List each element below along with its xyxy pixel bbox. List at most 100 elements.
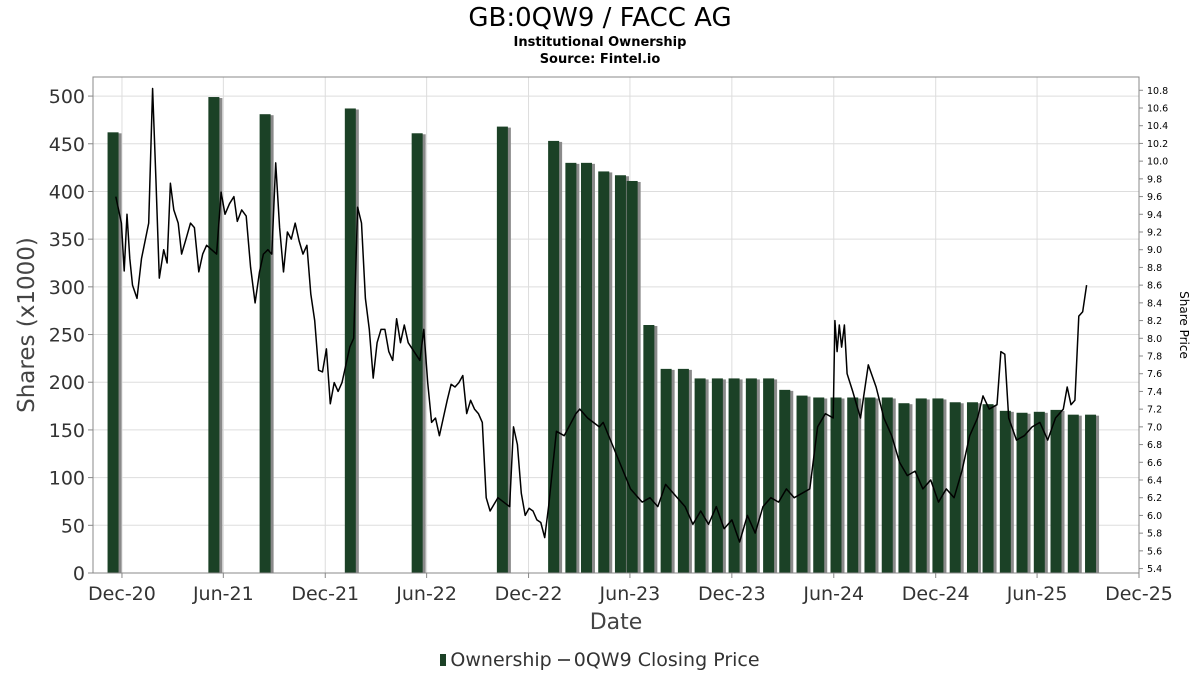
x-tick-label: Dec-23 — [698, 583, 766, 605]
y2-tick-label: 5.4 — [1147, 564, 1162, 575]
legend-swatch-ownership — [440, 653, 447, 666]
y2-tick-label: 10.2 — [1147, 139, 1168, 150]
ownership-bar — [1050, 409, 1062, 573]
ownership-bar — [626, 180, 638, 573]
y2-tick-label: 9.4 — [1147, 210, 1162, 221]
y2-tick-label: 7.0 — [1147, 422, 1162, 433]
y2-tick-label: 6.6 — [1147, 458, 1162, 469]
ownership-bar — [548, 140, 560, 573]
x-tick-label: Jun-21 — [192, 583, 254, 605]
y2-axis-label: Share Price — [1177, 291, 1191, 359]
y-tick-label: 0 — [73, 563, 85, 585]
ownership-bar — [677, 368, 689, 573]
legend-swatch-price — [557, 658, 570, 661]
ownership-bar — [796, 395, 808, 573]
y2-tick-label: 8.2 — [1147, 316, 1162, 327]
y-tick-label: 350 — [49, 229, 85, 251]
legend-label-price: 0QW9 Closing Price — [573, 648, 760, 671]
ownership-bar — [411, 133, 423, 573]
y-tick-label: 50 — [61, 515, 85, 537]
y2-tick-label: 5.6 — [1147, 546, 1162, 557]
ownership-bar — [711, 378, 723, 573]
y2-tick-label: 7.8 — [1147, 352, 1162, 363]
y2-tick-label: 6.8 — [1147, 440, 1162, 451]
y2-tick-label: 9.8 — [1147, 174, 1162, 185]
ownership-bar — [1067, 414, 1079, 573]
ownership-bar — [813, 397, 825, 573]
price-line-layer — [115, 87, 1088, 543]
x-tick-label: Jun-24 — [802, 583, 864, 605]
ownership-bar — [864, 397, 876, 573]
x-tick-label: Dec-21 — [291, 583, 359, 605]
ownership-bar — [496, 126, 508, 573]
y2-tick-label: 9.6 — [1147, 192, 1162, 203]
ownership-bar — [881, 397, 893, 573]
y-tick-label: 400 — [49, 181, 85, 203]
ownership-bar — [932, 398, 944, 573]
y2-tick-label: 10.8 — [1147, 86, 1168, 97]
y-tick-label: 500 — [49, 86, 85, 108]
ownership-bar — [966, 402, 978, 573]
x-tick-label: Jun-22 — [395, 583, 457, 605]
ownership-bar — [259, 114, 271, 573]
x-tick-label: Dec-25 — [1105, 583, 1173, 605]
y-tick-label: 200 — [49, 372, 85, 394]
x-axis-label: Date — [590, 610, 643, 635]
y2-tick-label: 8.8 — [1147, 263, 1162, 274]
ownership-bar — [565, 162, 577, 573]
y2-tick-label: 7.4 — [1147, 387, 1162, 398]
y2-tick-label: 9.0 — [1147, 245, 1162, 256]
y2-tick-label: 10.6 — [1147, 104, 1168, 115]
ownership-bar — [344, 108, 356, 573]
ownership-bar — [694, 378, 706, 573]
ownership-bar — [847, 397, 859, 573]
x-tick-label: Dec-24 — [902, 583, 970, 605]
ownership-bar — [614, 175, 626, 573]
y2-tick-label: 8.6 — [1147, 281, 1162, 292]
plot-frame — [92, 76, 1140, 574]
ownership-bar — [580, 162, 592, 573]
ownership-bar — [598, 171, 610, 573]
x-tick-label: Dec-22 — [495, 583, 563, 605]
ownership-bar — [763, 378, 775, 573]
legend: Ownership 0QW9 Closing Price — [0, 648, 1200, 671]
y2-tick-label: 7.6 — [1147, 369, 1162, 380]
ownership-bar — [830, 397, 842, 573]
ownership-bar — [779, 389, 791, 573]
x-tick-label: Dec-20 — [88, 583, 156, 605]
ownership-bar — [949, 402, 961, 573]
ownership-bar — [643, 325, 655, 573]
y-axis-label: Shares (x1000) — [14, 237, 40, 413]
y2-tick-label: 9.2 — [1147, 228, 1162, 239]
ownership-bars — [107, 97, 1100, 574]
y2-tick-label: 6.0 — [1147, 511, 1162, 522]
y-tick-label: 250 — [49, 325, 85, 347]
y2-tick-label: 5.8 — [1147, 529, 1162, 540]
ownership-bar — [982, 404, 994, 573]
y2-tick-label: 7.2 — [1147, 405, 1162, 416]
y-tick-label: 450 — [49, 134, 85, 156]
x-tick-label: Jun-23 — [599, 583, 661, 605]
y-tick-label: 150 — [49, 420, 85, 442]
ownership-bar — [660, 368, 672, 573]
chart-source: Source: Fintel.io — [539, 52, 661, 67]
ownership-bar — [208, 97, 220, 574]
y2-tick-label: 10.4 — [1147, 121, 1168, 132]
ownership-bar — [1085, 414, 1097, 573]
ownership-bar — [1016, 412, 1028, 573]
y-tick-label: 300 — [49, 277, 85, 299]
x-tick-label: Jun-25 — [1006, 583, 1068, 605]
x-axis-ticks: Dec-20 Jun-21 Dec-21 Jun-22 Dec-22 Jun-23 Dec-… — [88, 573, 1173, 605]
legend-label-ownership: Ownership — [450, 648, 552, 671]
y2-tick-label: 6.2 — [1147, 493, 1162, 504]
chart-subtitle: Institutional Ownership — [513, 35, 687, 50]
price-line — [115, 87, 1088, 543]
ownership-bar — [107, 132, 119, 574]
y2-tick-label: 6.4 — [1147, 476, 1162, 487]
ownership-bar — [745, 378, 757, 573]
y2-tick-label: 8.0 — [1147, 334, 1162, 345]
y2-tick-label: 10.0 — [1147, 157, 1168, 168]
y-tick-label: 100 — [49, 468, 85, 490]
y2-tick-label: 8.4 — [1147, 298, 1162, 309]
